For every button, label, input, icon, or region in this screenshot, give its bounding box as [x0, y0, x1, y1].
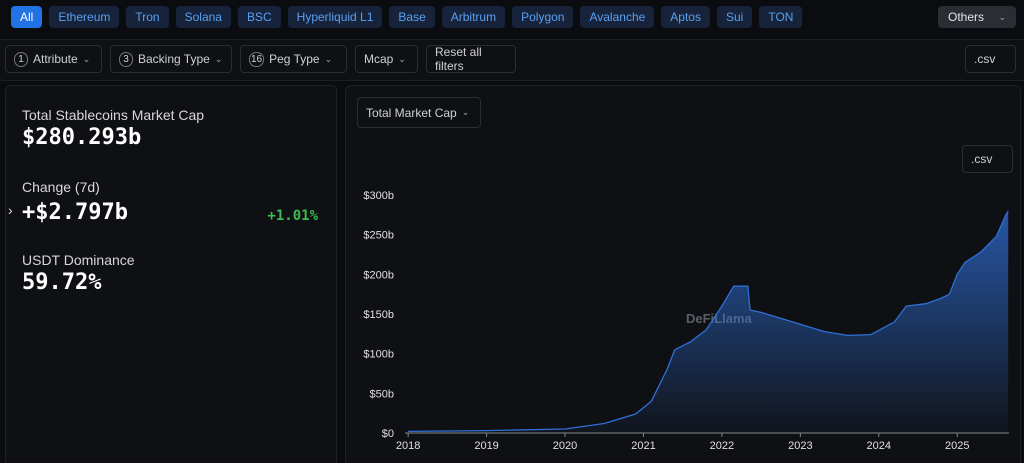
filter-label: Mcap — [364, 52, 394, 66]
csv-label: .csv — [971, 152, 993, 166]
area — [408, 210, 1009, 433]
chain-tab[interactable]: Polygon — [512, 6, 574, 28]
x-tick-label: 2022 — [710, 440, 734, 452]
y-tick-label: $300b — [363, 190, 394, 202]
stat-value: $280.293b — [22, 125, 142, 150]
chevron: ⌄ — [214, 53, 223, 64]
y-tick-label: $250b — [363, 230, 394, 242]
area-line — [408, 210, 1009, 433]
y-tick-label: $100b — [363, 349, 394, 361]
filter-count: 16 — [249, 51, 265, 67]
stat-label: Total Stablecoins Market Cap — [22, 107, 205, 123]
chain-tab[interactable]: Sui — [716, 6, 753, 28]
chain-tab[interactable]: Avalanche — [580, 6, 655, 28]
x-tick-label: 2019 — [474, 440, 498, 452]
chain-tab[interactable]: Aptos — [661, 6, 710, 28]
chain-tab[interactable]: All — [11, 6, 43, 28]
expand-arrow[interactable]: › — [8, 202, 13, 218]
chain-tab[interactable]: Ethereum — [49, 6, 120, 28]
stat-value: 59.72% — [22, 270, 102, 295]
filter-count: 1 — [14, 51, 28, 67]
chevron: ⌄ — [324, 53, 333, 64]
y-tick-label: $150b — [363, 309, 394, 321]
filter-peg-type[interactable]: 16 Peg Type ⌄ — [240, 45, 347, 73]
filter-label: Backing Type — [138, 52, 210, 66]
filter-count: 3 — [119, 51, 133, 67]
filter-bar: 1 Attribute ⌄ 3 Backing Type ⌄ 16 Peg Type ⌄ M… — [0, 39, 1024, 81]
chart: DeFiLlama $0$50b$100b$150b$200b$250b$300… — [363, 190, 1009, 452]
chain-tab[interactable]: Solana — [175, 6, 231, 28]
x-tick-label: 2023 — [788, 440, 812, 452]
chevron: ⌄ — [461, 107, 470, 117]
others-label: Others — [948, 10, 985, 24]
y-tick-label: $50b — [370, 388, 394, 400]
stat-value: +$2.797b — [22, 200, 128, 225]
x-tick-label: 2025 — [945, 440, 969, 452]
chain-tab[interactable]: TON — [759, 6, 803, 28]
chain-tab[interactable]: Tron — [126, 6, 169, 28]
filter-mcap[interactable]: Mcap ⌄ — [355, 45, 418, 73]
filter-backing-type[interactable]: 3 Backing Type ⌄ — [110, 45, 232, 73]
chevron: ⌄ — [398, 53, 406, 64]
reset-label: Reset all filters — [435, 45, 482, 73]
chain-tab[interactable]: BSC — [237, 6, 281, 28]
filter-label: Peg Type — [269, 52, 320, 66]
x-tick-label: 2020 — [553, 440, 577, 452]
others-dropdown[interactable]: Others ⌄ — [938, 6, 1016, 28]
stat-label: Change (7d) — [22, 179, 100, 195]
stats-panel: Total Stablecoins Market Cap $280.293b C… — [5, 85, 337, 463]
chart-selector[interactable]: Total Market Cap ⌄ — [357, 97, 481, 128]
csv-button[interactable]: .csv — [965, 45, 1016, 73]
chart-panel: Total Market Cap⌄ .csv DeFiLlama $0$50b$… — [345, 85, 1021, 463]
y-tick-label: $200b — [363, 269, 394, 281]
chevron: ⌄ — [82, 53, 91, 64]
chain-tabs: All Ethereum Tron Solana BSC Hyperliquid L1 Ba… — [11, 6, 803, 28]
x-tick-label: 2018 — [396, 440, 420, 452]
filter-attribute[interactable]: 1 Attribute ⌄ — [5, 45, 102, 73]
filter-label: Attribute — [33, 52, 78, 66]
reset-filters[interactable]: Reset all filters — [426, 45, 516, 73]
chain-tab[interactable]: Arbitrum — [441, 6, 506, 28]
chevron: ⌄ — [998, 12, 1006, 22]
chain-tab[interactable]: Base — [389, 6, 435, 28]
stat-pct: +1.01% — [267, 208, 318, 224]
chart-csv[interactable]: .csv — [962, 145, 1013, 173]
csv-label: .csv — [974, 52, 996, 66]
stat-label: USDT Dominance — [22, 252, 135, 268]
selector-label: Total Market Cap — [366, 105, 457, 120]
x-tick-label: 2024 — [867, 440, 891, 452]
y-tick-label: $0 — [382, 428, 394, 440]
chain-tab[interactable]: Hyperliquid L1 — [287, 6, 383, 28]
x-tick-label: 2021 — [631, 440, 655, 452]
